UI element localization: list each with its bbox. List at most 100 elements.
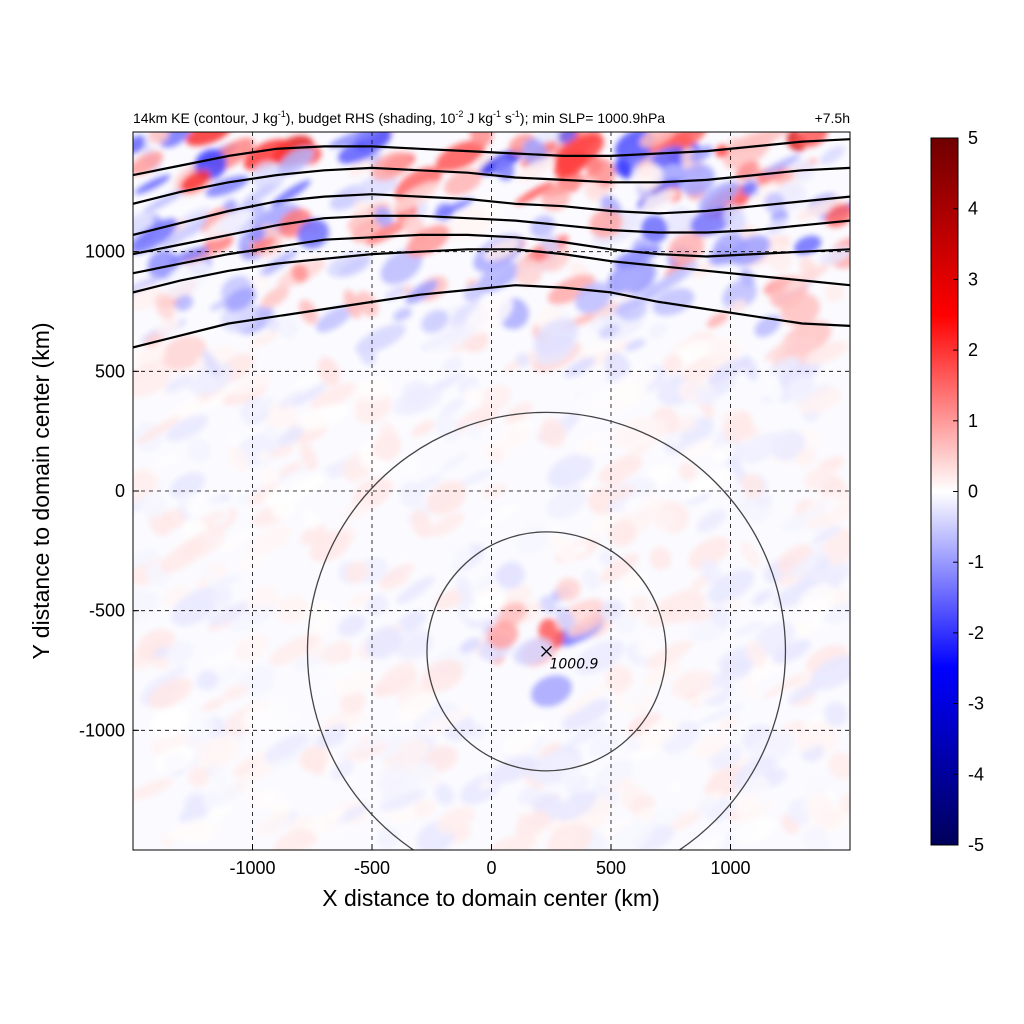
shading-cell — [608, 520, 637, 547]
shading-cell — [530, 215, 555, 238]
shading-cell — [690, 206, 733, 236]
shading-cell — [406, 224, 450, 257]
shading-cell — [223, 807, 272, 832]
shading-cell — [828, 752, 850, 779]
x-tick-label: 0 — [486, 858, 496, 878]
shading-cell — [692, 734, 730, 759]
shading-cell — [442, 357, 463, 373]
shading-cell — [795, 447, 817, 467]
shading-cell — [243, 705, 272, 730]
shading-cell — [235, 485, 264, 505]
shading-cell — [207, 574, 242, 591]
shading-cell — [686, 687, 724, 705]
shading-cell — [616, 159, 633, 179]
shading-cell — [667, 780, 680, 791]
shading-cell — [676, 437, 720, 461]
shading-cell — [707, 569, 755, 604]
shading-cell — [611, 368, 657, 396]
shading-cell — [652, 508, 677, 531]
shading-cell — [475, 503, 521, 529]
shading-cell — [406, 556, 456, 577]
shading-cell — [648, 322, 669, 340]
shading-cell — [513, 257, 542, 287]
x-axis-ticks: -1000 -500 0 500 1000 — [229, 844, 751, 878]
storm-center-label: 1000.9 — [549, 656, 598, 672]
ke-contour-line — [133, 248, 850, 294]
shading-cell — [505, 584, 533, 607]
shading-cell — [261, 286, 290, 309]
shading-cell — [596, 818, 633, 842]
chart-title: 14km KE (contour, J kg-1), budget RHS (s… — [133, 109, 665, 126]
shading-cell — [150, 705, 190, 740]
shading-cell — [328, 132, 382, 148]
shading-cell — [136, 416, 181, 445]
shading-cell — [165, 414, 209, 442]
shading-cell — [207, 600, 255, 626]
shading-cell — [488, 447, 504, 464]
shading-cell — [168, 246, 209, 265]
shading-cell — [322, 640, 353, 665]
shading-cell — [516, 157, 554, 184]
shading-cell — [133, 361, 172, 398]
shading-cell — [223, 199, 237, 212]
shading-cell — [244, 784, 261, 806]
shading-cell — [817, 531, 850, 566]
shading-cell — [287, 679, 332, 712]
shading-cell — [514, 181, 554, 206]
shading-cell — [741, 181, 758, 196]
shading-cell — [601, 485, 636, 505]
shading-cell — [722, 279, 757, 311]
shading-cell — [397, 692, 434, 723]
shading-cell — [310, 382, 357, 411]
shading-cell — [455, 575, 474, 604]
shading-cell — [264, 425, 279, 443]
colorbar-tick-label: -2 — [968, 623, 984, 643]
shading-cell — [201, 784, 241, 809]
shading-cell — [710, 606, 732, 628]
shading-cell — [496, 602, 527, 627]
shading-cell — [485, 833, 536, 850]
shading-cell — [504, 401, 533, 424]
shading-cell — [411, 509, 432, 538]
shading-cell — [227, 444, 249, 473]
shading-cell — [537, 742, 561, 760]
shading-cell — [566, 721, 608, 748]
shading-cell — [574, 640, 625, 675]
shading-cell — [726, 598, 740, 613]
shading-cell — [434, 783, 455, 806]
shading-cell — [133, 212, 154, 243]
colorbar-ticks: 5 4 3 2 1 0 -1 -2 -3 -4 -5 — [953, 128, 984, 855]
shading-cell — [277, 147, 314, 176]
shading-cell — [818, 500, 850, 529]
shading-cell — [383, 737, 429, 774]
shading-cell — [695, 509, 727, 533]
shading-cell — [734, 793, 762, 821]
shading-cell — [798, 583, 837, 615]
shading-cell — [405, 280, 438, 304]
shading-cell — [803, 466, 833, 491]
y-tick-label: -1000 — [79, 720, 125, 740]
shading-cell — [465, 295, 513, 335]
shading-cell — [839, 793, 850, 816]
shading-cell — [196, 579, 209, 590]
shading-cell — [797, 730, 828, 752]
shading-cell — [469, 132, 493, 147]
shading-cell — [147, 249, 179, 280]
shading-cell — [379, 789, 426, 812]
shading-cell — [765, 242, 792, 273]
shading-cell — [333, 736, 362, 759]
shading-cell — [278, 390, 303, 409]
y-tick-label: 1000 — [85, 242, 125, 262]
shading-cell — [441, 397, 466, 416]
shading-cell — [435, 413, 461, 443]
shading-cell — [820, 145, 845, 165]
shading-cell — [515, 810, 551, 837]
shading-cell — [249, 330, 279, 348]
ke-contour-line — [133, 166, 850, 205]
shading-cell — [140, 491, 167, 519]
shading-cell — [161, 538, 206, 573]
shading-cell — [639, 132, 679, 148]
shading-cell — [688, 536, 731, 570]
shading-cell — [715, 144, 730, 158]
shading-cell — [148, 677, 193, 709]
